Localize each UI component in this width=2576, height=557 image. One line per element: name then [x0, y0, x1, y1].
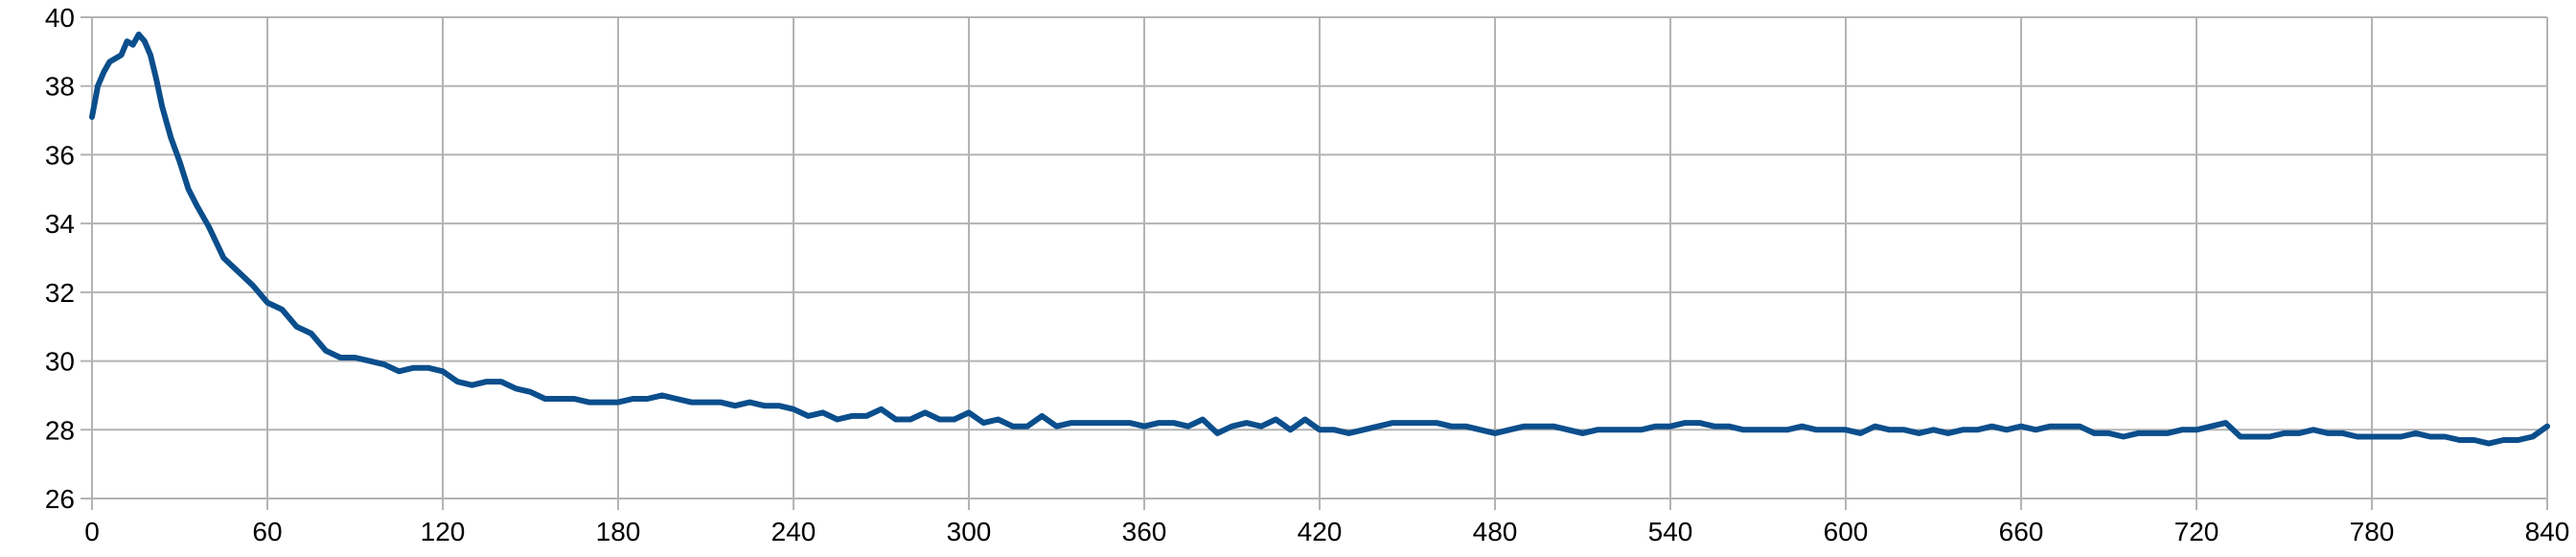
x-tick-label: 720	[2174, 517, 2220, 546]
horizontal-gridlines	[80, 16, 2547, 499]
x-tick-label: 660	[1999, 517, 2044, 546]
x-tick-label: 780	[2350, 517, 2395, 546]
y-axis-tick-labels: 26 28 30 32 34 36 38 40	[45, 3, 75, 514]
y-tick-label: 38	[45, 72, 75, 102]
x-tick-label: 360	[1122, 517, 1167, 546]
x-tick-label: 0	[84, 517, 100, 546]
y-tick-label: 26	[45, 484, 75, 514]
y-tick-label: 30	[45, 347, 75, 377]
y-tick-label: 40	[45, 3, 75, 33]
x-tick-label: 240	[771, 517, 816, 546]
x-axis-tick-labels: 0 60 120 180 240 300 360 420 480 540 600 660 720 780 8…	[84, 517, 2569, 546]
x-tick-label: 300	[947, 517, 992, 546]
x-tick-label: 600	[1824, 517, 1869, 546]
x-tick-label: 60	[252, 517, 282, 546]
x-tick-label: 540	[1648, 517, 1693, 546]
x-tick-label: 120	[421, 517, 466, 546]
y-tick-label: 32	[45, 278, 75, 308]
y-tick-label: 36	[45, 140, 75, 170]
x-tick-label: 420	[1298, 517, 1343, 546]
x-tick-label: 480	[1473, 517, 1518, 546]
x-tick-label: 180	[596, 517, 641, 546]
series-line	[89, 31, 2550, 447]
y-tick-label: 34	[45, 209, 75, 239]
series-layer	[89, 31, 2550, 447]
y-tick-label: 28	[45, 415, 75, 445]
x-tick-label: 840	[2525, 517, 2570, 546]
